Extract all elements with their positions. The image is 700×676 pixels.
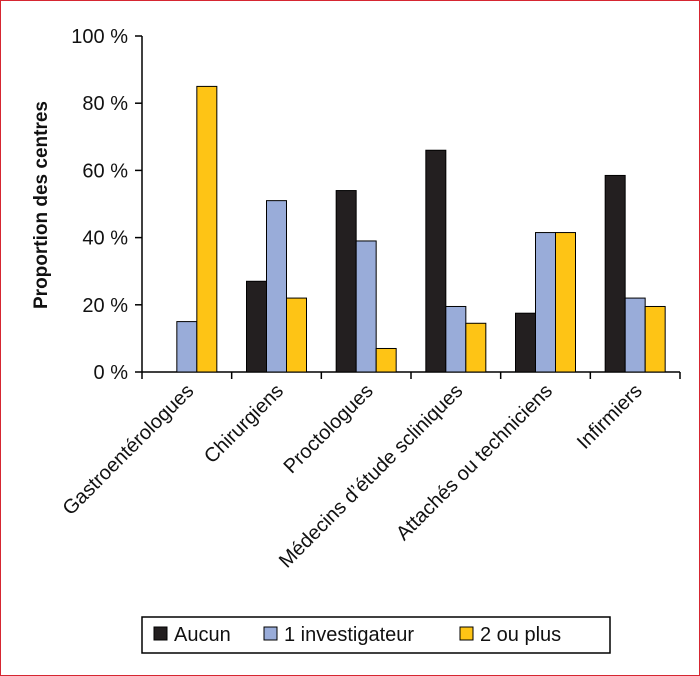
bar-aucun: [335, 190, 357, 373]
y-tick-label: 40 %: [82, 228, 128, 250]
legend-box: [141, 616, 611, 654]
y-tick-label: 80 %: [82, 93, 128, 115]
bar-aucun: [425, 149, 447, 373]
x-category-label: Gastroentérologues: [59, 380, 199, 520]
bar-1-investigateur: [355, 240, 377, 373]
bar-2-ou-plus: [465, 322, 487, 373]
bar-1-investigateur: [624, 297, 646, 373]
legend-swatch: [263, 626, 278, 641]
bar-aucun: [246, 280, 267, 373]
y-tick-label: 0 %: [94, 362, 129, 384]
bar-1-investigateur: [266, 200, 287, 373]
legend-label: 2 ou plus: [480, 624, 561, 646]
bar-1-investigateur: [535, 232, 556, 373]
y-tick-label: 20 %: [82, 295, 128, 317]
legend: Aucun 1 investigateur 2 ou plus: [141, 616, 611, 654]
bar-1-investigateur: [176, 321, 198, 373]
legend-label: Aucun: [174, 624, 231, 646]
legend-swatch: [153, 626, 168, 641]
bar-2-ou-plus: [375, 347, 397, 373]
x-category-labels: Gastroentérologues ChirurgiensProctologue…: [59, 380, 647, 572]
x-category-label: Proctologues: [280, 380, 378, 478]
bar-2-ou-plus: [196, 85, 218, 373]
bar-2-ou-plus: [286, 297, 307, 373]
bar-2-ou-plus: [644, 305, 666, 373]
y-axis-label: Proportion des centres: [31, 101, 52, 309]
x-category-label: Infirmiers: [573, 380, 647, 454]
y-ticks: 0 % 20 % 40 % 60 % 80 % 100 %: [71, 26, 142, 384]
axes: [141, 36, 681, 379]
y-tick-label: 100 %: [71, 26, 128, 48]
x-category-label: Attachés ou techniciens: [392, 380, 557, 545]
bars: [156, 85, 666, 373]
x-category-label: Chirurgiens: [200, 380, 288, 468]
legend-swatch: [459, 626, 474, 641]
y-tick-label: 60 %: [82, 160, 128, 182]
bar-aucun: [515, 312, 536, 373]
bar-aucun: [604, 174, 626, 373]
x-category-label: Médecins d’étude scliniques: [275, 380, 467, 572]
bar-2-ou-plus: [555, 232, 576, 373]
bar-1-investigateur: [445, 305, 467, 373]
legend-label: 1 investigateur: [284, 624, 414, 646]
